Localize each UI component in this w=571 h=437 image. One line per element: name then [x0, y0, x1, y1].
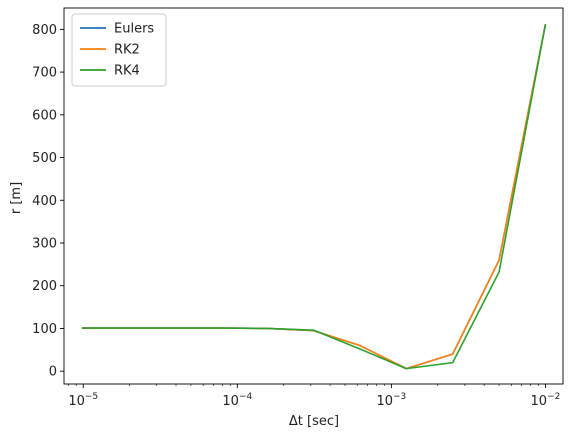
y-tick-label: 800: [32, 23, 57, 38]
x-axis: 10−5 10−4 10−3 10−2: [68, 384, 560, 409]
y-tick-label: 300: [32, 237, 57, 252]
x-tick-label: 10−3: [376, 392, 406, 409]
legend-label-eulers: Eulers: [114, 22, 154, 37]
x-axis-label: Δt [sec]: [289, 414, 339, 429]
y-axis-label: r [m]: [9, 182, 24, 214]
x-tick-label: 10−4: [222, 392, 252, 409]
y-tick-label: 500: [32, 151, 57, 166]
y-tick-label: 200: [32, 279, 57, 294]
legend-label-rk2: RK2: [114, 43, 140, 58]
y-axis: 0 100 200 300 400 500 600 700 800: [32, 23, 64, 380]
y-tick-label: 400: [32, 194, 57, 209]
legend: Eulers RK2 RK4: [72, 14, 166, 86]
y-tick-label: 100: [32, 322, 57, 337]
x-tick-label: 10−5: [68, 392, 98, 409]
y-tick-label: 600: [32, 108, 57, 123]
x-tick-label: 10−2: [531, 392, 561, 409]
legend-label-rk4: RK4: [114, 64, 140, 79]
y-tick-label: 700: [32, 66, 57, 81]
y-tick-label: 0: [49, 365, 57, 380]
